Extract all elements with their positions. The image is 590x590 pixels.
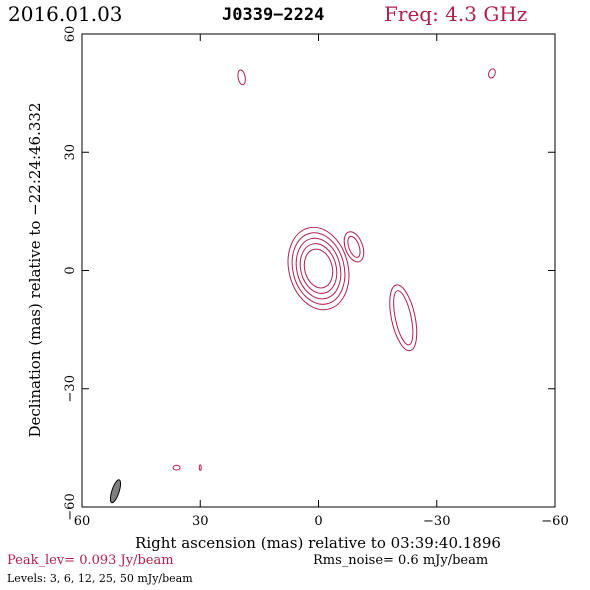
frequency-label: Freq: 4.3 GHz — [384, 2, 528, 26]
x-tick-label: −30 — [423, 514, 450, 529]
contour-level-0 — [287, 226, 350, 311]
rms-noise: Rms_noise= 0.6 mJy/beam — [313, 553, 489, 568]
contour-level-0 — [389, 284, 418, 352]
contour-noise-top-right — [488, 68, 496, 79]
contour-levels: Levels: 3, 6, 12, 25, 50 mJy/beam — [7, 572, 193, 585]
tick-marks — [81, 33, 556, 508]
x-tick-label: 60 — [74, 514, 91, 529]
peak-level: Peak_lev= 0.093 Jy/beam — [7, 553, 174, 568]
contour-level-0 — [172, 464, 181, 471]
contour-core — [287, 226, 350, 311]
beam-shape — [109, 479, 122, 504]
contour-layer — [172, 68, 496, 471]
observation-date: 2016.01.03 — [8, 2, 123, 26]
contour-level-4 — [303, 248, 334, 289]
contour-level-0 — [198, 464, 202, 471]
contour-level-1 — [347, 235, 361, 258]
contour-level-0 — [488, 68, 496, 79]
y-tick-label: −30 — [63, 375, 78, 402]
contour-level-2 — [295, 237, 342, 300]
contour-level-1 — [393, 290, 414, 346]
beam-ellipse — [109, 479, 122, 504]
contour-noise-bottom-2 — [198, 464, 202, 471]
y-tick-label: 0 — [63, 266, 78, 274]
contour-jet-knot — [389, 284, 418, 352]
y-tick-label: 30 — [63, 144, 78, 161]
x-axis-title: Right ascension (mas) relative to 03:39:… — [135, 534, 501, 552]
y-axis-title: Declination (mas) relative to −22:24:46.… — [26, 102, 44, 437]
contour-level-3 — [299, 243, 338, 294]
x-tick-label: −60 — [541, 514, 568, 529]
contour-noise-bottom-1 — [172, 464, 181, 471]
contour-level-1 — [291, 232, 346, 305]
contour-knot-ne — [343, 231, 365, 263]
source-name: J0339−2224 — [222, 5, 325, 25]
contour-level-0 — [237, 69, 246, 86]
x-tick-label: 30 — [192, 514, 209, 529]
plot-frame — [81, 33, 556, 508]
tick-labels: 60 60 30 30 0 0 −30 −30 −60 −60 — [63, 26, 569, 529]
x-tick-label: 0 — [314, 514, 322, 529]
contour-noise-top-left — [237, 69, 246, 86]
y-tick-label: 60 — [63, 26, 78, 43]
contour-level-0 — [343, 231, 365, 263]
y-tick-label: −60 — [63, 493, 78, 520]
